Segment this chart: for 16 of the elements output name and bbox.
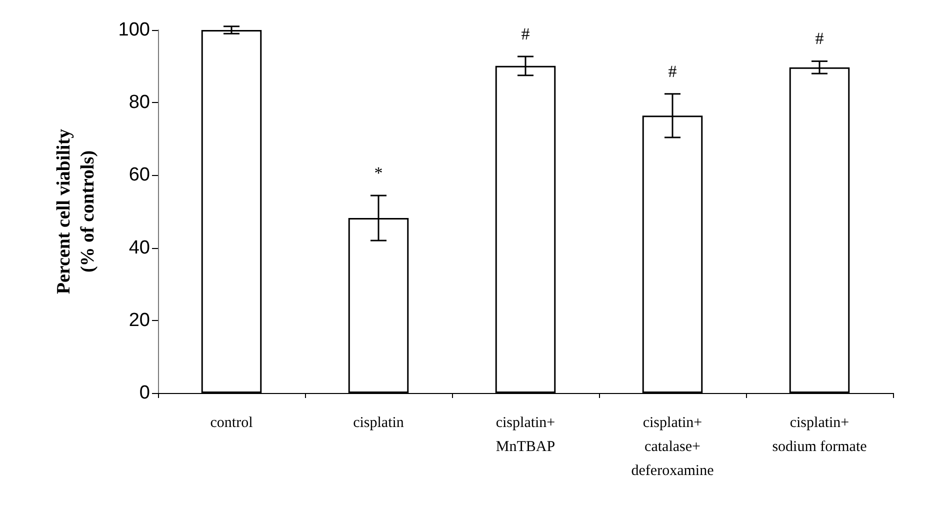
x-tick-label: cisplatin+ catalase+ deferoxamine — [631, 415, 714, 479]
x-tick-label: cisplatin+ sodium formate — [772, 415, 868, 455]
data-label: * — [374, 164, 383, 183]
data-label: # — [815, 29, 824, 48]
x-tick-label: cisplatin — [353, 415, 404, 431]
data-label: # — [521, 24, 530, 44]
y-tick-label: 100 — [118, 20, 150, 40]
x-tick-label: control — [210, 415, 253, 431]
y-tick-label: 80 — [128, 92, 150, 114]
y-tick-label: 40 — [128, 237, 150, 258]
y-tick-label: 20 — [128, 310, 150, 331]
data-label: # — [668, 62, 678, 81]
y-tick-label: 60 — [128, 164, 150, 186]
x-tick-label: cisplatin+ MnTBAP — [496, 415, 556, 455]
y-tick-label: 0 — [139, 382, 150, 404]
y-axis-title: Percent cell viability (% of controls) — [54, 128, 98, 294]
